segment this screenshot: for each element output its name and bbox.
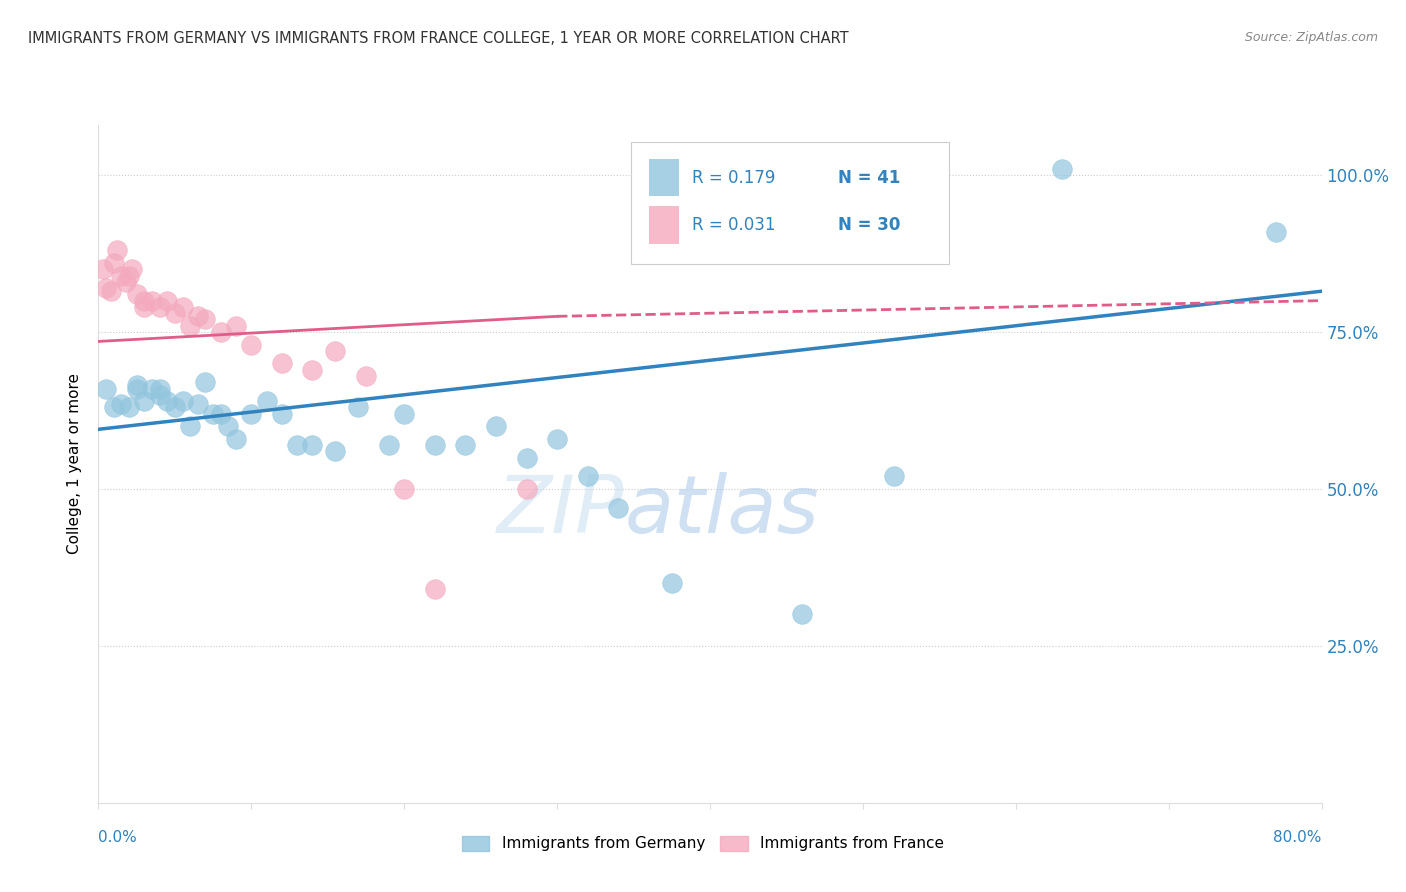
Point [125,287,148,301]
Point [202,407,225,421]
Point [134,293,156,308]
Point [134,300,156,314]
Point [156,394,179,409]
Text: Source: ZipAtlas.com: Source: ZipAtlas.com [1244,31,1378,45]
Point [256,394,278,409]
Point [91,262,114,277]
Point [546,432,568,446]
Point [516,482,538,496]
Point [134,394,156,409]
Point [225,432,247,446]
Point [125,382,148,396]
Point [1264,225,1286,239]
Point [454,438,477,452]
FancyBboxPatch shape [630,142,949,264]
Point [100,284,122,298]
Point [194,312,217,326]
Point [378,438,401,452]
Point [172,394,194,409]
Text: 0.0%: 0.0% [98,830,138,845]
Point [110,268,132,283]
Point [187,310,209,324]
Point [118,268,141,283]
Point [209,325,232,339]
Text: R = 0.031: R = 0.031 [692,216,775,235]
Point [110,397,132,411]
Point [423,582,446,597]
Point [576,469,599,483]
Point [1050,161,1073,176]
Point [156,293,179,308]
Point [149,382,172,396]
Point [217,419,239,434]
Text: atlas: atlas [624,472,820,550]
Point [240,337,263,351]
Legend: Immigrants from Germany, Immigrants from France: Immigrants from Germany, Immigrants from… [456,830,950,857]
Point [187,397,209,411]
Point [661,576,683,591]
Point [105,244,128,258]
Text: 80.0%: 80.0% [1274,830,1322,845]
Y-axis label: College, 1 year or more: College, 1 year or more [67,374,83,554]
Point [103,401,125,415]
Point [172,300,194,314]
Point [354,368,377,383]
Point [607,500,630,515]
Point [115,275,138,289]
Point [270,407,292,421]
Point [149,300,172,314]
FancyBboxPatch shape [650,206,679,244]
FancyBboxPatch shape [650,159,679,196]
Point [285,438,308,452]
Point [209,407,232,421]
Point [347,401,370,415]
Point [790,607,813,622]
Point [301,362,323,376]
Point [325,444,347,458]
Point [163,401,186,415]
Text: N = 41: N = 41 [838,169,901,186]
Point [194,376,217,390]
Point [423,438,446,452]
Point [94,382,117,396]
Point [94,281,117,295]
Point [149,388,172,402]
Point [118,401,141,415]
Point [121,262,143,277]
Text: N = 30: N = 30 [838,216,901,235]
Point [141,382,163,396]
Point [301,438,323,452]
Point [225,318,247,333]
Point [141,293,163,308]
Point [163,306,186,320]
Point [392,407,416,421]
Text: IMMIGRANTS FROM GERMANY VS IMMIGRANTS FROM FRANCE COLLEGE, 1 YEAR OR MORE CORREL: IMMIGRANTS FROM GERMANY VS IMMIGRANTS FR… [28,31,849,46]
Point [392,482,416,496]
Point [270,356,292,370]
Point [485,419,508,434]
Text: R = 0.179: R = 0.179 [692,169,775,186]
Text: ZIP: ZIP [498,472,624,550]
Point [179,419,201,434]
Point [325,343,347,358]
Point [883,469,905,483]
Point [179,318,201,333]
Point [516,450,538,465]
Point [240,407,263,421]
Point [125,378,148,392]
Point [103,256,125,270]
